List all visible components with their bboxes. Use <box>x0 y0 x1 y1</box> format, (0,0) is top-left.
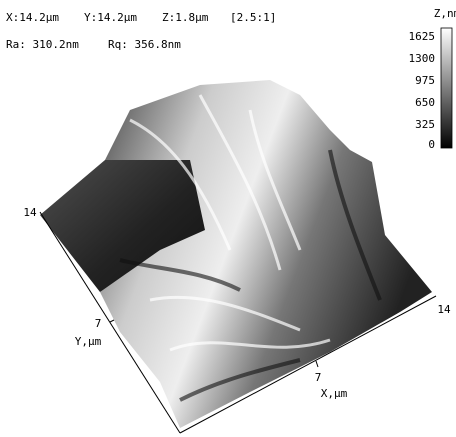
colorbar-tick: 0 <box>428 138 435 151</box>
colorbar-tick: 1625 <box>409 30 436 43</box>
aspect-ratio: [2.5:1] <box>230 11 276 24</box>
colorbar-title: Z,nm <box>434 7 456 20</box>
header: X:14.2µm Y:14.2µm Z:1.8µm [2.5:1] Ra: 31… <box>6 11 276 51</box>
y-size: Y:14.2µm <box>84 11 137 24</box>
colorbar-tick: 325 <box>415 118 435 131</box>
colorbar-tick: 650 <box>415 96 435 109</box>
y-axis-mid: 7 <box>95 317 102 330</box>
surface <box>40 80 432 428</box>
afm-view: X:14.2µm Y:14.2µm Z:1.8µm [2.5:1] Ra: 31… <box>0 0 456 437</box>
x-axis-max: 14 <box>437 303 451 316</box>
colorbar-gradient <box>441 28 452 148</box>
y-axis-tick <box>110 320 114 322</box>
x-size: X:14.2µm <box>6 11 59 24</box>
ra: Ra: 310.2nm <box>6 38 79 51</box>
y-axis-label: Y,µm <box>75 335 102 348</box>
colorbar-tick: 975 <box>415 74 435 87</box>
x-axis-tick <box>316 361 318 367</box>
rq: Rq: 356.8nm <box>108 38 181 51</box>
x-axis-mid: 7 <box>315 371 322 384</box>
x-axis-label: X,µm <box>321 387 348 400</box>
colorbar-tick: 1300 <box>409 52 436 65</box>
y-axis-max: 14 <box>23 206 37 219</box>
z-size: Z:1.8µm <box>162 11 209 24</box>
colorbar: Z,nm 1625 1300 975 650 325 0 <box>409 7 456 151</box>
